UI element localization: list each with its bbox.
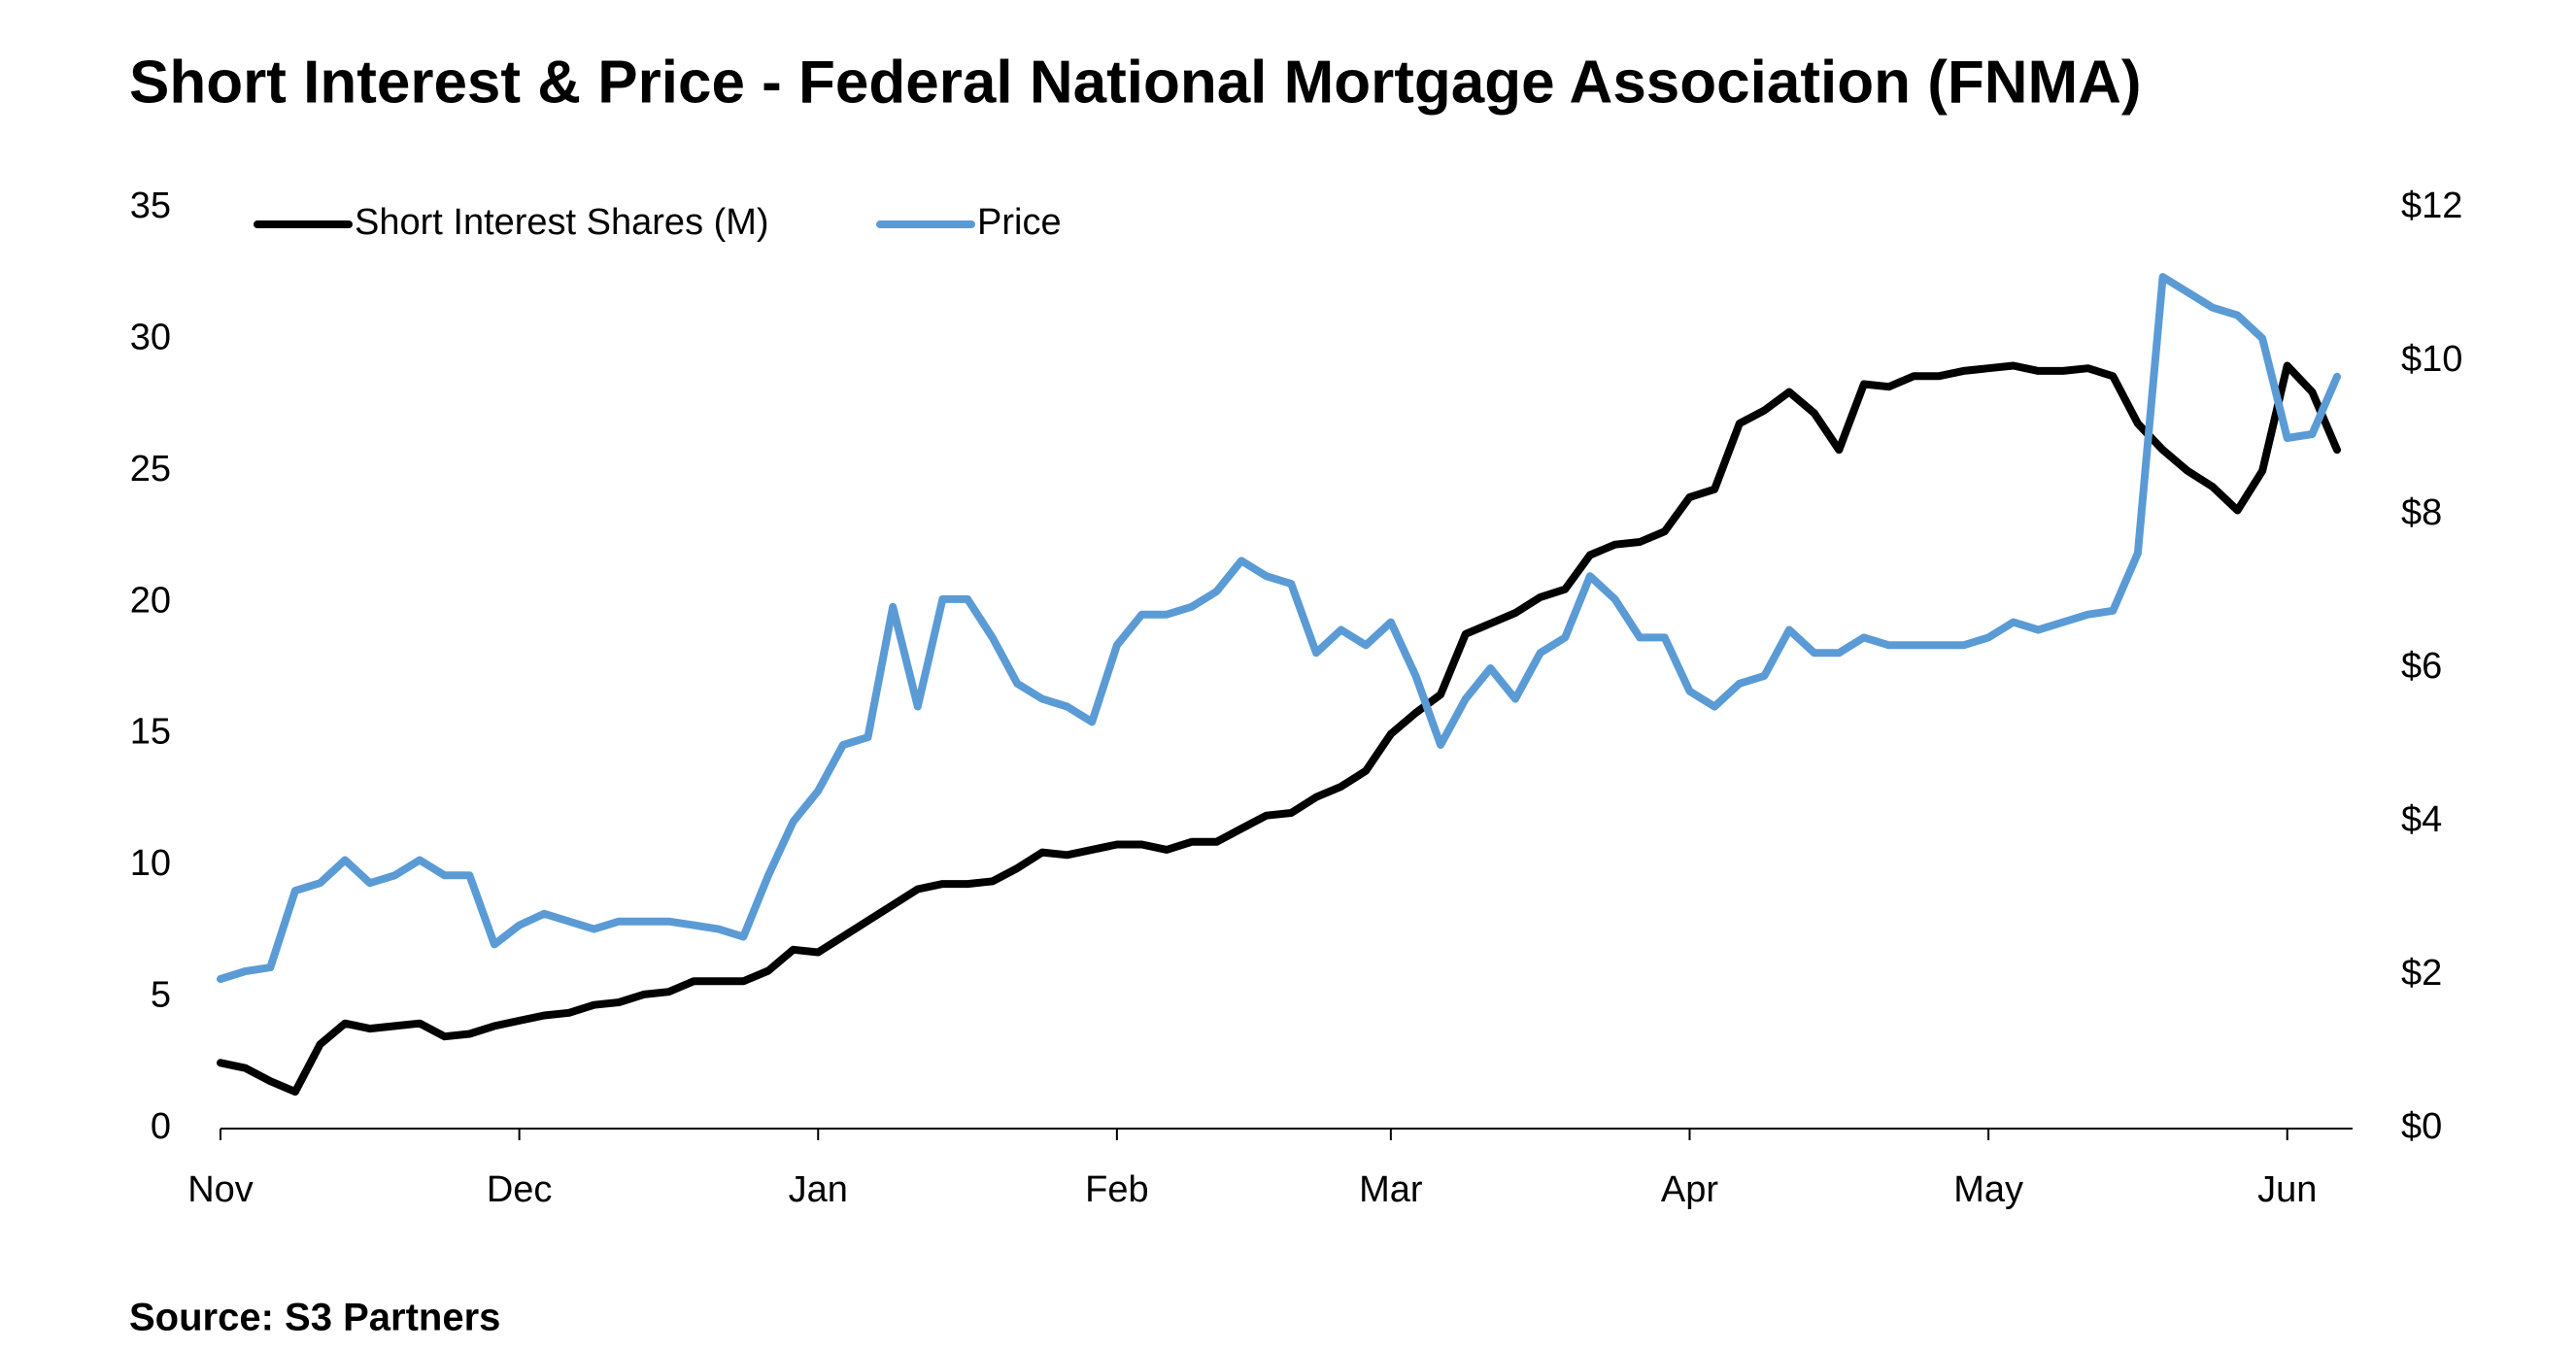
y2-tick-label: $6 xyxy=(2401,646,2442,687)
y2-tick-label: $2 xyxy=(2401,953,2442,994)
x-tick-label: Apr xyxy=(1661,1169,1718,1210)
y2-tick-label: $4 xyxy=(2401,799,2442,840)
line-series xyxy=(217,273,2341,983)
y-tick-label: 35 xyxy=(130,186,171,226)
x-tick-label: Feb xyxy=(1085,1169,1148,1210)
chart-title: Short Interest & Price - Federal Nationa… xyxy=(129,49,2142,116)
source-note: Source: S3 Partners xyxy=(129,1297,500,1339)
x-tick-label: May xyxy=(1953,1169,2023,1210)
x-tick-label: Nov xyxy=(187,1169,254,1210)
y2-tick-label: $12 xyxy=(2401,186,2462,226)
y2-tick-label: $8 xyxy=(2401,492,2442,533)
y-tick-label: 5 xyxy=(151,975,171,1016)
line-series xyxy=(217,361,2341,1097)
legend-label: Price xyxy=(977,202,1062,243)
legend-label: Short Interest Shares (M) xyxy=(355,202,769,243)
y-tick-label: 15 xyxy=(130,712,171,753)
x-tick-label: Dec xyxy=(487,1169,553,1210)
y-tick-label: 10 xyxy=(130,843,171,884)
x-tick-label: Jan xyxy=(789,1169,848,1210)
y-tick-label: 20 xyxy=(130,580,171,621)
y-tick-label: 0 xyxy=(151,1106,171,1147)
x-tick-label: Jun xyxy=(2257,1169,2317,1210)
y-tick-label: 25 xyxy=(130,449,171,490)
y2-tick-label: $0 xyxy=(2401,1106,2442,1147)
y-tick-label: 30 xyxy=(130,317,171,357)
x-tick-label: Mar xyxy=(1359,1169,1423,1210)
y2-tick-label: $10 xyxy=(2401,339,2462,380)
